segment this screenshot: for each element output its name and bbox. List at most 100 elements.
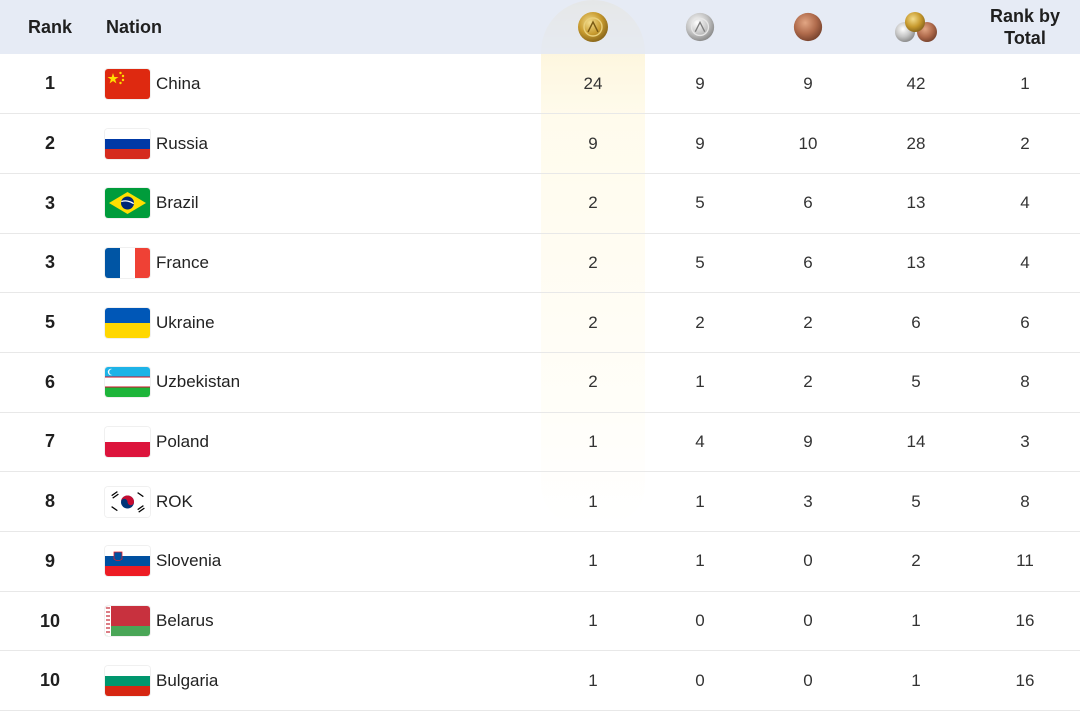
nation-cell[interactable]: ROK	[100, 472, 540, 532]
total-count: 14	[906, 431, 926, 451]
nation-cell[interactable]: Ukraine	[100, 293, 540, 353]
silver-count: 0	[695, 611, 705, 631]
total-count: 5	[911, 372, 921, 392]
bronze-count: 10	[798, 133, 818, 153]
total-column-header[interactable]	[862, 0, 970, 54]
nation-cell[interactable]: Belarus	[100, 591, 540, 651]
rank-by-total-cell: 11	[1016, 551, 1034, 571]
rank-by-total-cell: 4	[1020, 193, 1030, 213]
rank-by-total-cell: 8	[1020, 491, 1030, 511]
silver-count: 2	[695, 312, 705, 332]
table-row[interactable]: 7 Poland 1 4 9 14 3	[0, 412, 1080, 472]
table-row[interactable]: 3 Brazil 2 5 6 13 4	[0, 173, 1080, 234]
silver-count: 0	[695, 670, 705, 690]
total-count: 28	[906, 133, 926, 153]
silver-count: 9	[695, 73, 705, 93]
total-count: 1	[911, 611, 921, 631]
bronze-column-header[interactable]	[754, 0, 862, 54]
nation-name[interactable]: China	[156, 73, 201, 93]
rank-by-total-cell: 16	[1015, 611, 1035, 631]
table-row[interactable]: 8 ROK 1 1 3 5 8	[0, 472, 1080, 532]
ukraine-flag-icon	[105, 307, 150, 338]
table-row[interactable]: 3 France 2 5 6 13 4	[0, 233, 1080, 293]
silver-count: 9	[695, 133, 705, 153]
bronze-count: 9	[803, 73, 813, 93]
table-row[interactable]: 1 China 24 9 9 42 1	[0, 54, 1080, 114]
table-row[interactable]: 10 Belarus 1 0 0 1 16	[0, 591, 1080, 651]
bronze-count: 6	[803, 252, 813, 272]
russia-flag-icon	[105, 128, 150, 159]
nation-name[interactable]: ROK	[156, 491, 193, 511]
rank-column-header[interactable]: Rank	[27, 16, 72, 37]
total-count: 13	[906, 252, 926, 272]
silver-count: 5	[695, 193, 705, 213]
gold-count: 1	[588, 670, 598, 690]
rank-by-total-cell: 1	[1020, 73, 1030, 93]
bronze-medal-icon	[793, 12, 823, 42]
table-row[interactable]: 5 Ukraine 2 2 2 6 6	[0, 293, 1080, 353]
gold-count: 9	[588, 133, 598, 153]
total-count: 42	[906, 73, 926, 93]
nation-name[interactable]: France	[156, 252, 209, 272]
rank-cell: 3	[44, 192, 55, 213]
gold-count: 2	[588, 312, 598, 332]
nation-name[interactable]: Slovenia	[156, 551, 222, 571]
rank-cell: 8	[44, 491, 55, 512]
china-flag-icon	[105, 68, 150, 99]
table-row[interactable]: 10 Bulgaria 1 0 0 1 16	[0, 651, 1080, 711]
nation-name[interactable]: Poland	[156, 431, 209, 451]
uzbekistan-flag-icon	[105, 367, 150, 398]
bronze-count: 2	[803, 372, 813, 392]
gold-column-header[interactable]	[540, 0, 646, 54]
nation-name[interactable]: Brazil	[156, 193, 199, 213]
rank-by-total-cell: 4	[1020, 252, 1030, 272]
france-flag-icon	[105, 247, 150, 278]
poland-flag-icon	[105, 426, 150, 457]
bronze-count: 6	[803, 193, 813, 213]
bronze-count: 2	[803, 312, 813, 332]
rank-by-total-cell: 2	[1020, 133, 1030, 153]
gold-medal-icon	[578, 12, 608, 42]
slovenia-flag-icon	[105, 546, 150, 577]
rank-cell: 3	[44, 252, 55, 273]
nation-cell[interactable]: Bulgaria	[100, 651, 540, 711]
nation-column-header[interactable]: Nation	[106, 16, 162, 37]
table-header-row: Rank Nation	[0, 0, 1080, 54]
nation-name[interactable]: Bulgaria	[156, 670, 219, 690]
nation-name[interactable]: Russia	[156, 133, 208, 153]
total-count: 6	[911, 312, 921, 332]
nation-cell[interactable]: Slovenia	[100, 532, 540, 592]
total-count: 13	[906, 193, 926, 213]
nation-cell[interactable]: France	[100, 233, 540, 293]
bronze-count: 0	[803, 551, 813, 571]
table-row[interactable]: 9 Slovenia 1 1 0 2 11	[0, 532, 1080, 592]
rank-by-total-cell: 6	[1020, 312, 1030, 332]
gold-count: 24	[583, 73, 603, 93]
total-count: 1	[911, 670, 921, 690]
bronze-count: 0	[803, 611, 813, 631]
silver-column-header[interactable]	[646, 0, 754, 54]
rank-cell: 5	[44, 312, 55, 333]
table-row[interactable]: 6 Uzbekistan 2 1 2 5 8	[0, 352, 1080, 413]
rank-cell: 10	[39, 670, 61, 691]
silver-count: 5	[695, 252, 705, 272]
bronze-count: 3	[803, 491, 813, 511]
silver-count: 1	[695, 551, 705, 571]
table-row[interactable]: 2 Russia 9 9 10 28 2	[0, 114, 1080, 174]
rank-cell: 7	[44, 431, 55, 452]
nation-cell[interactable]: Uzbekistan	[100, 352, 540, 412]
rank-cell: 2	[44, 133, 55, 154]
nation-cell[interactable]: Poland	[100, 412, 540, 472]
rank-by-total-column-header[interactable]: Rank by Total	[989, 6, 1061, 48]
nation-cell[interactable]: China	[100, 54, 540, 114]
silver-count: 1	[695, 372, 705, 392]
nation-name[interactable]: Uzbekistan	[156, 372, 241, 392]
silver-medal-icon	[685, 12, 715, 42]
nation-name[interactable]: Belarus	[156, 611, 214, 631]
nation-cell[interactable]: Russia	[100, 114, 540, 174]
bronze-count: 0	[803, 670, 813, 690]
nation-name[interactable]: Ukraine	[156, 312, 215, 332]
nation-cell[interactable]: Brazil	[100, 173, 540, 233]
bronze-count: 9	[803, 431, 813, 451]
